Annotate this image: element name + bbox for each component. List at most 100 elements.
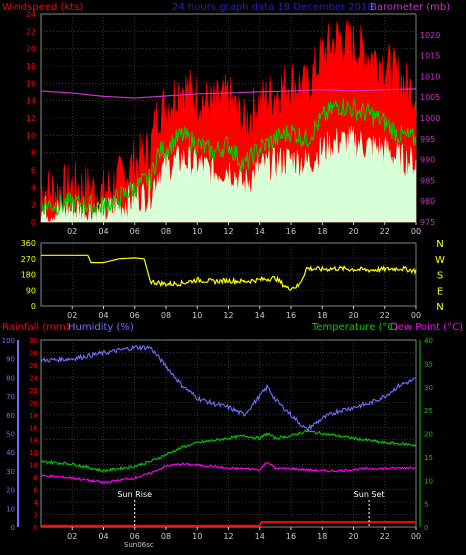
y-tick-label: 90 xyxy=(26,286,36,295)
y-tick-label-right: 995 xyxy=(420,135,435,144)
x-tick-label: 22 xyxy=(380,227,390,236)
x-tick-label: 16 xyxy=(286,227,296,236)
humidity-tick-label: 80 xyxy=(6,374,15,382)
x-tick-label: 06 xyxy=(130,532,140,541)
humidity-tick-label: 50 xyxy=(6,431,15,439)
y-tick-label-left: 16 xyxy=(26,79,36,88)
humidity-tick-label: 30 xyxy=(6,468,15,476)
y-tick-label-left: 2 xyxy=(31,201,36,210)
y-tick-label-left: 14 xyxy=(26,97,36,106)
x-tick-label: 14 xyxy=(255,311,265,320)
x-tick-label: 02 xyxy=(67,311,77,320)
x-tick-label: 20 xyxy=(348,311,358,320)
y-tick-label: 270 xyxy=(21,255,36,264)
x-tick-label: 18 xyxy=(317,532,327,541)
x-tick-label: 22 xyxy=(380,532,390,541)
y-tick-label: 0 xyxy=(31,302,36,311)
rainfall-tick-label: 16 xyxy=(29,424,38,432)
rainfall-tick-label: 8 xyxy=(34,474,38,482)
dew-point-axis-label: Dew Point (°C) xyxy=(390,322,463,333)
wind-direction-series xyxy=(41,254,417,291)
x-tick-label: 20 xyxy=(348,227,358,236)
rainfall-tick-label: 6 xyxy=(34,487,39,495)
humidity-tick-label: 40 xyxy=(6,449,15,457)
x-tick-label: 06 xyxy=(130,311,140,320)
y-tick-label-left: 20 xyxy=(26,45,36,54)
y-tick-label-left: 0 xyxy=(31,218,36,227)
wind-speed-panel: 0246810121416182022249759809859909951000… xyxy=(26,10,441,236)
y-tick-label-left: 10 xyxy=(26,131,36,140)
x-tick-label: 10 xyxy=(192,311,202,320)
x-tick-label: 20 xyxy=(348,532,358,541)
humidity-tick-label: 100 xyxy=(2,337,15,345)
y-tick-label-right: 1015 xyxy=(420,52,440,61)
x-tick-label: 14 xyxy=(255,532,265,541)
temperature-tick-label: 10 xyxy=(424,477,433,485)
y-tick-label-right: 1000 xyxy=(420,114,440,123)
temperature-tick-label: 25 xyxy=(424,407,433,415)
rainfall-tick-label: 30 xyxy=(29,337,38,345)
rainfall-tick-label: 10 xyxy=(29,462,38,470)
y-tick-label-left: 22 xyxy=(26,27,36,36)
rainfall-tick-label: 24 xyxy=(29,374,38,382)
temperature-tick-label: 20 xyxy=(424,431,433,439)
barometer-axis-label: Barometer (mb) xyxy=(370,2,450,13)
x-tick-label: 02 xyxy=(67,227,77,236)
y-tick-label-right: 1005 xyxy=(420,93,440,102)
temperature-series xyxy=(40,429,417,473)
humidity-axis-label: Humidity (%) xyxy=(68,322,134,333)
temperature-tick-label: 0 xyxy=(424,524,428,532)
temperature-tick-label: 40 xyxy=(424,337,433,345)
x-tick-label: 04 xyxy=(98,311,108,320)
rainfall-tick-label: 2 xyxy=(34,512,38,520)
rainfall-series xyxy=(41,521,416,527)
sunset-label: Sun Set xyxy=(354,490,385,499)
rainfall-tick-label: 20 xyxy=(29,399,38,407)
x-tick-label: 00 xyxy=(411,532,421,541)
rainfall-tick-label: 18 xyxy=(29,412,38,420)
humidity-tick-label: 10 xyxy=(6,505,15,513)
sunrise-label: Sun Rise xyxy=(117,490,152,499)
compass-label: N xyxy=(436,239,443,250)
compass-label: E xyxy=(437,286,443,297)
rainfall-tick-label: 28 xyxy=(29,349,38,357)
x-tick-label: 22 xyxy=(380,311,390,320)
x-tick-label: 16 xyxy=(286,532,296,541)
compass-label: W xyxy=(435,255,445,266)
y-tick-label-right: 1020 xyxy=(420,31,440,40)
windspeed-axis-label: Windspeed (kts) xyxy=(2,2,83,13)
y-tick-label-right: 975 xyxy=(420,218,435,227)
temperature-tick-label: 5 xyxy=(424,501,428,509)
x-tick-label: 18 xyxy=(317,227,327,236)
x-tick-label: 12 xyxy=(223,227,233,236)
dew-point-series xyxy=(40,461,417,484)
barometer-series xyxy=(40,88,417,99)
x-tick-label: 10 xyxy=(192,532,202,541)
y-tick-label-left: 24 xyxy=(26,10,36,19)
x-tick-label: 00 xyxy=(411,227,421,236)
humidity-tick-label: 70 xyxy=(6,393,15,401)
humidity-tick-label: 20 xyxy=(6,487,15,495)
humidity-series xyxy=(40,344,417,433)
x-tick-label: 06 xyxy=(130,227,140,236)
x-tick-label: 08 xyxy=(161,227,171,236)
x-tick-label: 02 xyxy=(67,532,77,541)
rainfall-tick-label: 14 xyxy=(29,437,38,445)
humidity-tick-label: 90 xyxy=(6,356,15,364)
temperature-axis-label: Temperature (°C) xyxy=(311,322,398,333)
compass-label: N xyxy=(436,302,443,313)
x-tick-label: 04 xyxy=(98,227,108,236)
x-tick-label: 00 xyxy=(411,311,421,320)
temperature-tick-label: 15 xyxy=(424,454,433,462)
x-tick-label: 12 xyxy=(223,311,233,320)
x-tick-label: 08 xyxy=(161,311,171,320)
average-wind-series xyxy=(40,98,417,217)
rainfall-tick-label: 4 xyxy=(34,499,39,507)
y-tick-label-right: 985 xyxy=(420,176,435,185)
y-tick-label-left: 4 xyxy=(31,183,36,192)
sunrise-tick-label: Sun06sc xyxy=(124,541,154,549)
rainfall-tick-label: 0 xyxy=(34,524,38,532)
rainfall-tick-label: 12 xyxy=(29,449,38,457)
y-tick-label-left: 12 xyxy=(26,114,36,123)
